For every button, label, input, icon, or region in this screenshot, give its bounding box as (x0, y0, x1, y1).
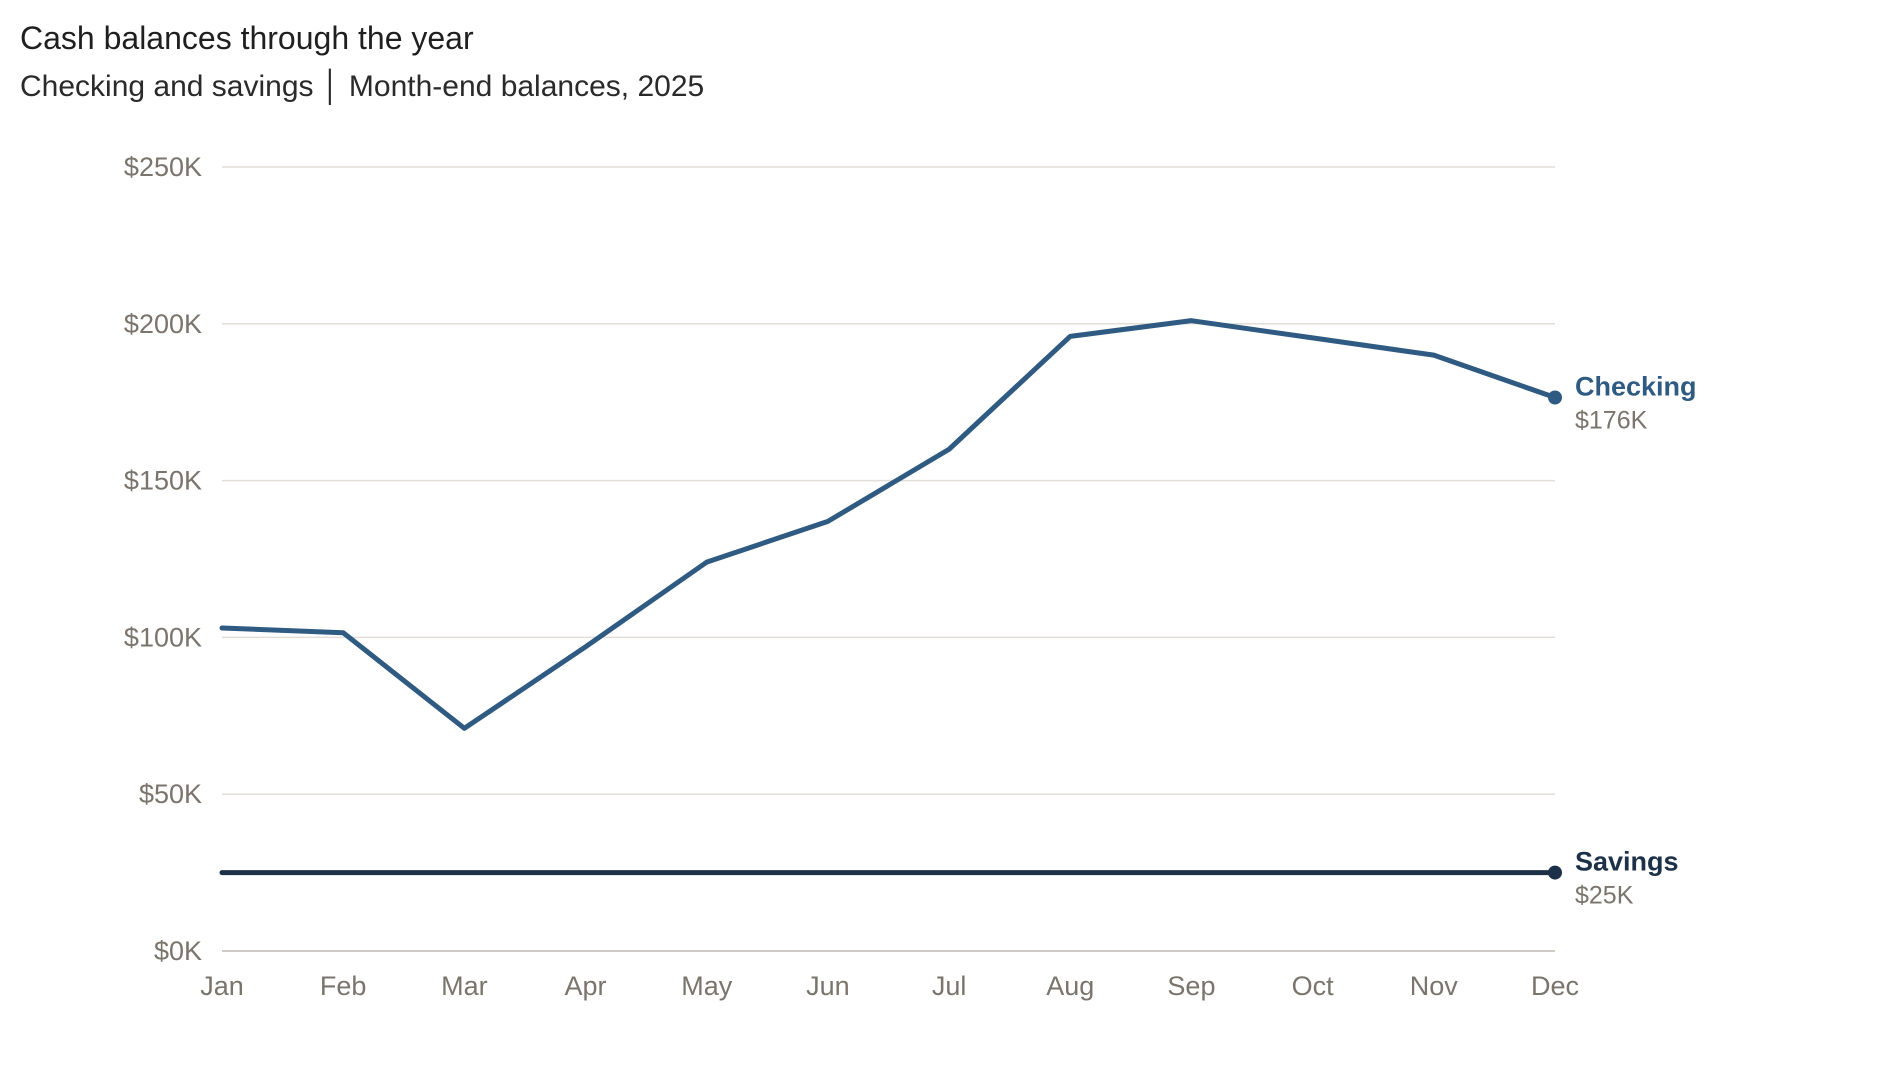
y-tick-label: $200K (124, 309, 202, 339)
x-tick-label: Jan (200, 971, 244, 1001)
y-tick-label: $100K (124, 622, 202, 652)
chart-subtitle: Checking and savings │ Month‑end balance… (20, 70, 705, 103)
x-tick-label: Apr (565, 971, 607, 1001)
x-tick-label: May (681, 971, 733, 1001)
checking-end-point (1548, 390, 1562, 405)
x-tick-label: Oct (1292, 971, 1335, 1001)
x-tick-label: Jun (806, 971, 850, 1001)
x-tick-label: Feb (320, 971, 367, 1001)
x-axis-ticks: Jan Feb Mar Apr May Jun Jul Aug Sep Oct Nov Dec (200, 971, 1579, 1001)
x-tick-label: Sep (1167, 971, 1215, 1001)
checking-end-value-label: $176K (1575, 406, 1648, 434)
savings-end-point (1548, 865, 1562, 880)
y-tick-label: $50K (139, 779, 202, 809)
x-tick-label: Aug (1046, 971, 1094, 1001)
y-tick-label: $0K (154, 936, 202, 966)
y-tick-label: $250K (124, 152, 202, 182)
grid-lines (222, 166, 1555, 952)
chart-title: Cash balances through the year (20, 20, 474, 56)
checking-series-label: Checking (1575, 371, 1697, 401)
y-axis-ticks: $0K $50K $100K $150K $200K $250K (124, 152, 202, 966)
x-tick-label: Mar (441, 971, 488, 1001)
checking-series-line (219, 318, 1558, 731)
series-lines (219, 318, 1562, 880)
x-tick-label: Jul (932, 971, 967, 1001)
savings-end-value-label: $25K (1575, 882, 1634, 910)
savings-series-label: Savings (1575, 847, 1679, 877)
series-end-labels: Checking $176K Savings $25K (1575, 371, 1697, 909)
x-tick-label: Nov (1410, 971, 1459, 1001)
x-tick-label: Dec (1531, 971, 1579, 1001)
y-tick-label: $150K (124, 466, 202, 496)
